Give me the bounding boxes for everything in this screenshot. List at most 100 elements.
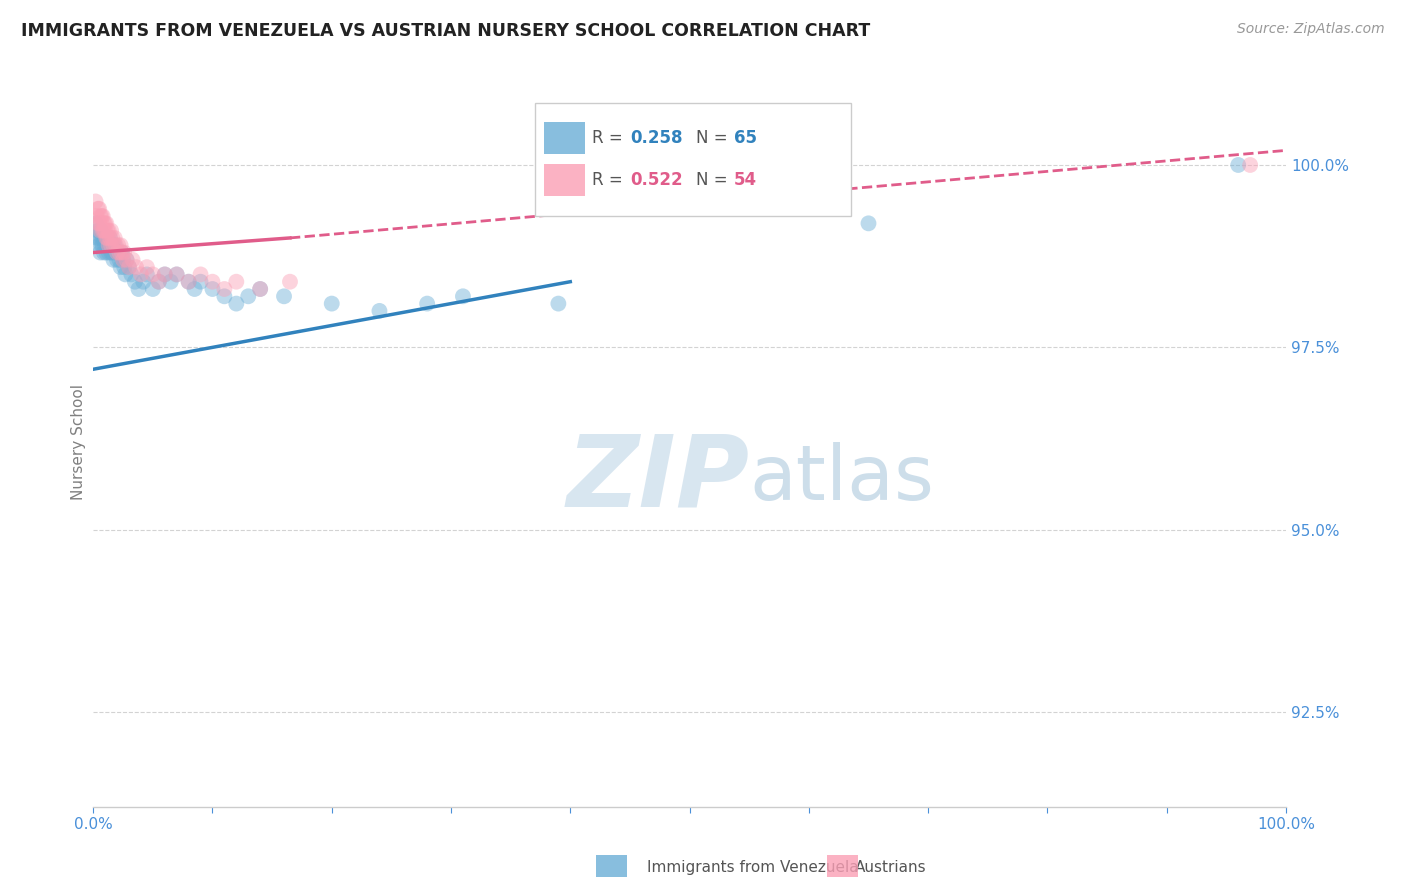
Point: [177, 275, 200, 289]
Point: [321, 296, 343, 310]
Point: [190, 268, 212, 282]
Point: [93, 231, 115, 245]
Point: [115, 252, 138, 267]
Point: [214, 282, 236, 296]
Point: [451, 289, 474, 303]
Point: [89, 209, 111, 223]
Point: [112, 260, 135, 274]
Point: [89, 224, 111, 238]
Point: [101, 231, 124, 245]
Point: [166, 268, 188, 282]
Point: [96, 238, 118, 252]
Point: [100, 238, 122, 252]
Point: [249, 282, 271, 296]
Point: [858, 216, 880, 230]
Point: [225, 275, 247, 289]
Point: [96, 231, 118, 245]
Point: [416, 296, 439, 310]
Point: [89, 202, 111, 216]
Point: [90, 238, 112, 252]
Point: [91, 231, 114, 245]
Text: N =: N =: [696, 129, 733, 147]
Point: [97, 224, 120, 238]
Point: [96, 231, 118, 245]
Point: [93, 216, 115, 230]
Point: [120, 268, 142, 282]
Point: [91, 224, 114, 238]
FancyBboxPatch shape: [544, 122, 585, 154]
Point: [86, 231, 108, 245]
Text: 0.258: 0.258: [630, 129, 682, 147]
Point: [115, 252, 138, 267]
Point: [100, 238, 122, 252]
Point: [86, 209, 108, 223]
Point: [110, 260, 132, 274]
Point: [547, 296, 569, 310]
Point: [100, 245, 122, 260]
Point: [153, 268, 176, 282]
Point: [121, 252, 143, 267]
Point: [118, 260, 141, 274]
Point: [90, 231, 112, 245]
Point: [1227, 158, 1250, 172]
Point: [111, 252, 134, 267]
Text: ZIP: ZIP: [567, 430, 749, 527]
Point: [214, 289, 236, 303]
Text: IMMIGRANTS FROM VENEZUELA VS AUSTRIAN NURSERY SCHOOL CORRELATION CHART: IMMIGRANTS FROM VENEZUELA VS AUSTRIAN NU…: [21, 22, 870, 40]
Point: [108, 245, 131, 260]
Point: [89, 245, 111, 260]
Text: 54: 54: [734, 170, 756, 188]
Point: [97, 238, 120, 252]
Point: [104, 238, 127, 252]
Point: [124, 275, 146, 289]
Point: [104, 231, 127, 245]
Point: [97, 245, 120, 260]
Text: Immigrants from Venezuela: Immigrants from Venezuela: [647, 860, 859, 874]
Point: [128, 282, 150, 296]
Point: [183, 282, 205, 296]
Point: [112, 245, 135, 260]
Point: [118, 260, 141, 274]
Point: [238, 289, 260, 303]
Point: [103, 252, 125, 267]
Point: [159, 275, 181, 289]
Point: [93, 245, 115, 260]
Point: [89, 216, 111, 230]
Text: 65: 65: [734, 129, 756, 147]
Point: [273, 289, 295, 303]
Text: R =: R =: [592, 170, 627, 188]
Point: [110, 238, 132, 252]
Point: [135, 268, 157, 282]
Point: [107, 245, 129, 260]
Point: [190, 275, 212, 289]
Point: [105, 245, 128, 260]
Point: [87, 224, 110, 238]
Point: [142, 282, 165, 296]
Text: Austrians: Austrians: [855, 860, 927, 874]
Point: [132, 275, 155, 289]
Point: [201, 282, 224, 296]
Point: [97, 238, 120, 252]
Point: [91, 209, 114, 223]
Point: [278, 275, 301, 289]
Point: [1239, 158, 1261, 172]
Text: N =: N =: [696, 170, 733, 188]
Point: [111, 245, 134, 260]
Point: [91, 238, 114, 252]
Point: [90, 216, 112, 230]
Point: [96, 231, 118, 245]
Point: [96, 245, 118, 260]
Point: [84, 216, 107, 230]
Point: [129, 268, 152, 282]
Point: [96, 216, 118, 230]
Point: [87, 202, 110, 216]
Point: [125, 260, 148, 274]
Text: R =: R =: [592, 129, 627, 147]
Point: [87, 216, 110, 230]
Point: [148, 275, 170, 289]
Point: [98, 231, 121, 245]
Point: [148, 275, 170, 289]
Point: [100, 224, 122, 238]
Point: [89, 231, 111, 245]
Point: [94, 216, 117, 230]
